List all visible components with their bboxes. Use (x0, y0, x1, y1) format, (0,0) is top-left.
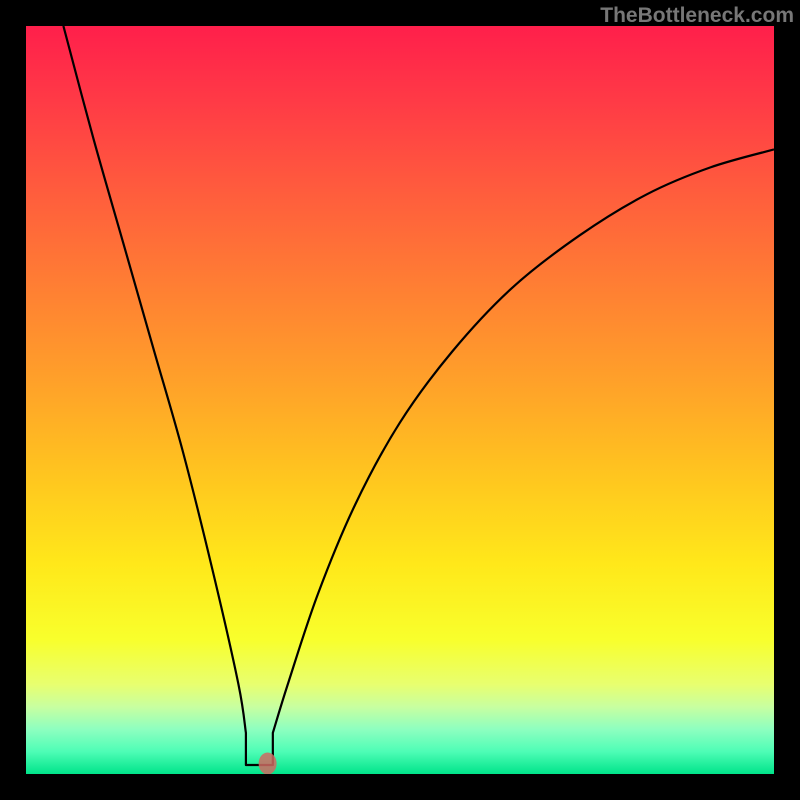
plot-area (26, 26, 774, 774)
bottleneck-curve (26, 26, 774, 774)
chart-frame: TheBottleneck.com (0, 0, 800, 800)
watermark-text: TheBottleneck.com (600, 4, 794, 28)
bottleneck-marker (259, 753, 277, 774)
curve-path (63, 26, 774, 765)
